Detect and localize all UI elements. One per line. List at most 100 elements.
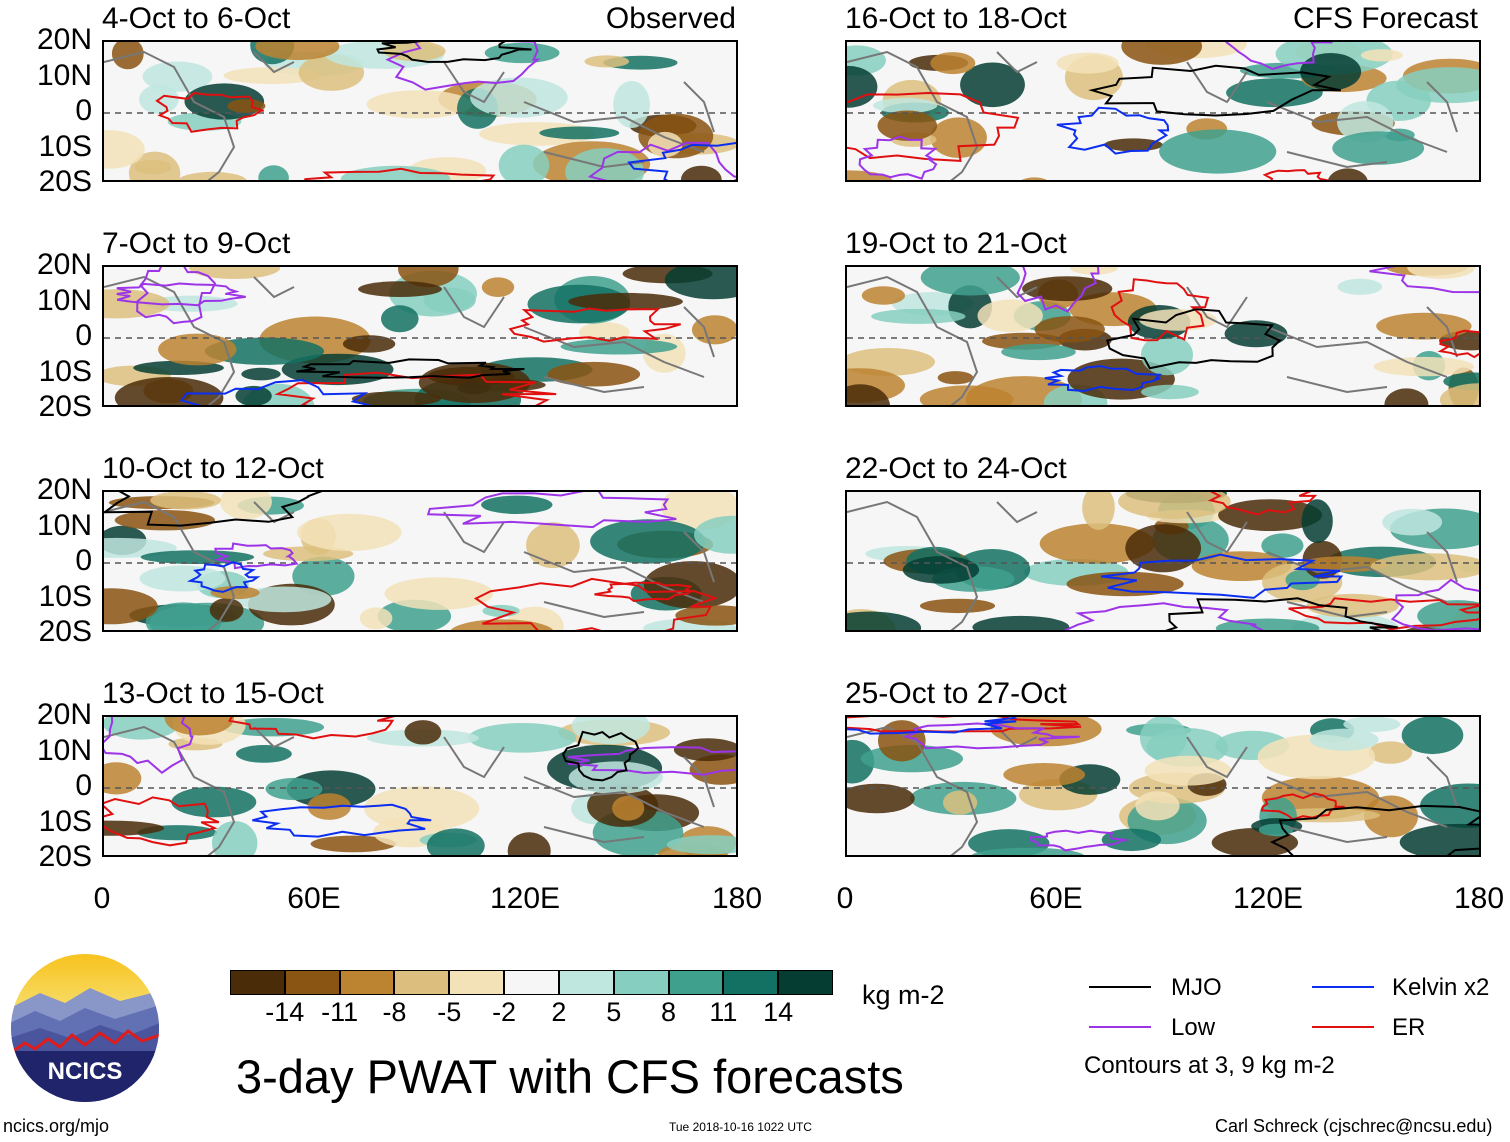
y-tick-label: 0: [75, 319, 92, 352]
colorbar-swatch: [613, 970, 669, 995]
y-tick-label: 20S: [38, 840, 92, 873]
anomaly-blob: [873, 97, 938, 114]
anomaly-blob: [1420, 783, 1479, 828]
colorbar-swatch: [230, 970, 285, 995]
anomaly-blob: [689, 754, 736, 785]
anomaly-blob: [1309, 728, 1379, 751]
contour-line: [1207, 492, 1318, 516]
anomaly-blob: [258, 165, 289, 180]
anomaly-blob: [351, 391, 441, 405]
anomaly-blob: [1258, 823, 1294, 837]
anomaly-blob: [426, 828, 485, 855]
contour-line: [902, 722, 1080, 750]
y-tick-label: 10S: [38, 579, 92, 613]
anomaly-blob: [210, 586, 260, 600]
anomaly-blob: [590, 519, 706, 564]
anomaly-blob: [220, 492, 272, 520]
anomaly-blob: [1039, 523, 1155, 564]
contour-line: [376, 42, 532, 63]
colorbar-tick-label: -11: [321, 997, 359, 1027]
colorbar-swatch: [504, 970, 559, 995]
anomaly-blob: [1360, 49, 1403, 62]
anomaly-blob: [612, 795, 645, 821]
y-tick-label: 10S: [38, 129, 92, 163]
contour-line: [561, 730, 640, 782]
anomaly-blob: [565, 148, 645, 180]
observed-label: Observed: [605, 2, 736, 35]
y-tick-label: 10N: [36, 283, 92, 317]
anomaly-blob: [920, 267, 1020, 296]
contour-line: [1029, 829, 1129, 852]
colorbar-swatch: [394, 970, 450, 995]
y-tick-label: 10N: [36, 58, 92, 92]
contour-line: [1056, 106, 1170, 155]
anomaly-blob: [189, 267, 281, 279]
cfs-forecast-label: CFS Forecast: [1292, 2, 1478, 35]
anomaly-blob: [1382, 508, 1443, 536]
anomaly-blob: [847, 170, 893, 180]
anomaly-blob: [1104, 138, 1163, 152]
contour-line: [508, 307, 681, 343]
anomaly-blob: [142, 61, 213, 92]
anomaly-blob: [481, 277, 515, 297]
anomaly-blob: [571, 717, 651, 745]
anomaly-blob: [1439, 383, 1479, 405]
y-tick-label: 10S: [38, 354, 92, 388]
anomaly-blob: [204, 337, 324, 365]
contour-line: [136, 267, 217, 325]
anomaly-blob: [263, 546, 354, 562]
pwat-map-panel: [845, 40, 1481, 182]
contour-line: [587, 141, 736, 180]
anomaly-blob: [1001, 343, 1076, 361]
anomaly-blob: [1332, 131, 1425, 165]
contour-line: [155, 92, 265, 133]
anomaly-blob: [145, 295, 238, 312]
anomaly-blob: [1121, 42, 1203, 65]
anomaly-blob: [847, 384, 891, 405]
y-tick-label: 20N: [36, 248, 92, 281]
contour-line: [186, 561, 261, 593]
contour-line: [1262, 169, 1332, 180]
anomaly-blob: [1021, 177, 1047, 180]
anomaly-blob: [104, 130, 145, 169]
coastline: [847, 275, 1458, 405]
contour-line: [567, 746, 736, 776]
anomaly-blob: [1003, 763, 1086, 787]
footer-author: Carl Schreck (cjschrec@ncsu.edu): [1215, 1116, 1493, 1136]
contour-line: [1044, 365, 1162, 393]
anomaly-blob: [1140, 717, 1187, 760]
legend-line-mjo: [1089, 986, 1151, 988]
anomaly-blob: [1022, 276, 1113, 302]
anomaly-blob: [680, 165, 722, 180]
anomaly-blob: [359, 607, 393, 630]
anomaly-blob: [1125, 524, 1202, 573]
contour-line: [1088, 64, 1342, 117]
anomaly-blob: [960, 62, 1025, 108]
contour-line: [847, 91, 1020, 162]
anomaly-blob: [223, 67, 321, 84]
contour-line: [228, 717, 395, 740]
contour-line: [104, 796, 220, 847]
anomaly-blob: [977, 299, 1043, 333]
ncics-logo-graphic: NCICS: [11, 954, 159, 1102]
anomaly-blob: [1300, 53, 1362, 91]
anomaly-blob: [861, 286, 906, 305]
anomaly-blob: [526, 522, 580, 569]
y-tick-label: 20S: [38, 165, 92, 198]
anomaly-blob: [971, 847, 1085, 855]
y-tick-label: 0: [75, 769, 92, 802]
panel-title-right-1: 16-Oct to 18-Oct: [845, 2, 1067, 35]
coastline: [847, 50, 1458, 180]
contour-line: [1269, 804, 1479, 855]
anomaly-blob: [177, 171, 247, 180]
anomaly-blob: [481, 495, 553, 514]
anomaly-blob: [1139, 309, 1217, 331]
x-tick-right-180: 180: [1453, 882, 1505, 915]
anomaly-blob: [584, 55, 630, 68]
colorbar-swatch: [723, 970, 779, 995]
anomaly-blob: [236, 745, 292, 763]
legend-label-mjo: MJO: [1171, 974, 1222, 1001]
anomaly-blob: [1291, 612, 1401, 630]
anomaly-blob: [847, 65, 878, 108]
anomaly-blob: [212, 821, 258, 855]
